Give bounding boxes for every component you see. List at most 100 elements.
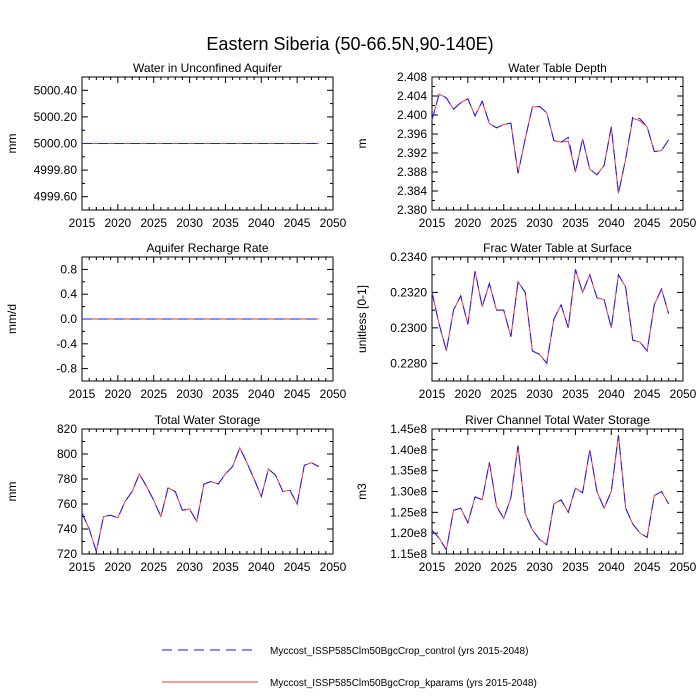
x-tick-label: 2035 [212,560,239,574]
legend-label: Myccost_ISSP585Clm50BgcCrop_control (yrs… [270,646,528,657]
x-tick-label: 2020 [105,560,132,574]
x-tick-label: 2025 [490,560,517,574]
x-tick-label: 2025 [490,216,517,230]
x-tick-label: 2020 [105,387,132,401]
y-tick-label: 5000.40 [34,83,78,97]
legend-entry-control: Myccost_ISSP585Clm50BgcCrop_control (yrs… [162,646,528,657]
y-tick-label: 5000.00 [34,137,78,151]
x-tick-label: 2045 [634,387,661,401]
y-tick-label: 0.8 [60,262,77,276]
x-tick-label: 2050 [670,216,697,230]
y-tick-label: 4999.80 [34,163,78,177]
panels: Water in Unconfined Aquifer mm 2015 2020 202… [5,61,697,574]
x-tick-label: 2020 [105,216,132,230]
y-tick-label: 2.396 [397,127,427,141]
y-tick-label: 2.392 [397,146,427,160]
x-tick-label: 2020 [455,216,482,230]
x-tick-label: 2045 [634,560,661,574]
y-tick-label: 1.40e8 [390,443,427,457]
y-tick-label: 2.388 [397,165,427,179]
x-tick-label: 2020 [455,560,482,574]
y-tick-label: 780 [57,472,77,486]
y-tick-label: 1.20e8 [390,526,427,540]
x-tick-label: 2030 [176,387,203,401]
x-tick-label: 2030 [526,216,553,230]
panel-4: Frac Water Table at Surface unitless [0-1… [355,241,697,401]
panel-3: Aquifer Recharge Rate mm/d 2015 2020 2025 203… [5,241,347,401]
series-line-kparams [431,435,670,552]
x-tick-label: 2045 [284,216,311,230]
panel-5: Total Water Storage mm 2015 2020 2025 2030 203… [5,413,347,574]
panel-title: Water Table Depth [508,61,607,75]
y-tick-label: 0.4 [60,287,77,301]
y-tick-label: 2.380 [397,203,427,217]
x-tick-label: 2035 [562,560,589,574]
y-tick-label: 1.30e8 [390,485,427,499]
x-tick-label: 2040 [598,560,625,574]
panel-title: Total Water Storage [155,413,261,427]
y-axis-label: mm/d [5,304,19,334]
series-line-kparams [81,446,319,554]
y-tick-label: 1.45e8 [390,422,427,436]
x-tick-label: 2015 [419,387,446,401]
y-tick-label: 0.0 [60,312,77,326]
plot-frame [431,256,684,382]
x-tick-label: 2015 [69,216,96,230]
x-tick-label: 2040 [248,387,275,401]
y-tick-label: -0.8 [56,362,77,376]
x-tick-label: 2040 [248,216,275,230]
x-tick-label: 2050 [670,387,697,401]
y-axis-label: m [355,139,369,149]
y-tick-label: 2.384 [397,184,427,198]
x-tick-label: 2015 [419,560,446,574]
y-tick-label: 0.2320 [390,285,427,299]
panel-title: Aquifer Recharge Rate [146,241,268,255]
panel-title: Frac Water Table at Surface [483,241,632,255]
plot-frame [431,76,684,211]
x-tick-label: 2035 [562,216,589,230]
x-tick-label: 2020 [455,387,482,401]
x-tick-label: 2050 [670,560,697,574]
y-tick-label: 740 [57,522,77,536]
x-tick-label: 2050 [320,387,347,401]
panel-title: River Channel Total Water Storage [465,413,650,427]
x-tick-label: 2030 [526,560,553,574]
x-tick-label: 2025 [140,560,167,574]
y-tick-label: 2.408 [397,70,427,84]
x-tick-label: 2015 [69,560,96,574]
y-tick-label: 0.2280 [390,356,427,370]
x-tick-label: 2040 [598,387,625,401]
x-tick-label: 2025 [140,387,167,401]
panel-1: Water in Unconfined Aquifer mm 2015 2020 202… [5,61,347,230]
y-axis-label: mm [5,134,19,154]
series-line-control [431,269,670,365]
panel-title: Water in Unconfined Aquifer [133,61,282,75]
x-tick-label: 2025 [140,216,167,230]
x-tick-label: 2015 [69,387,96,401]
legend-label: Myccost_ISSP585Clm50BgcCrop_kparams (yrs… [270,678,537,689]
legend: Myccost_ISSP585Clm50BgcCrop_control (yrs… [162,646,537,689]
y-tick-label: 760 [57,497,77,511]
x-tick-label: 2035 [562,387,589,401]
x-tick-label: 2040 [248,560,275,574]
y-tick-label: 1.35e8 [390,464,427,478]
figure-title: Eastern Siberia (50-66.5N,90-140E) [206,34,493,54]
x-tick-label: 2045 [284,560,311,574]
y-axis-label: mm [5,482,19,502]
y-tick-label: 0.2340 [390,250,427,264]
x-tick-label: 2040 [598,216,625,230]
x-tick-label: 2030 [176,560,203,574]
x-tick-label: 2025 [490,387,517,401]
series-line-kparams [431,269,670,365]
y-tick-label: -0.4 [56,337,77,351]
series-line-control [431,93,670,194]
plot-frame [431,428,684,555]
x-tick-label: 2035 [212,216,239,230]
y-tick-label: 2.404 [397,89,427,103]
plot-frame [81,428,334,555]
series-line-control [81,446,319,554]
panel-6: River Channel Total Water Storage m3 2015 2… [355,413,697,574]
x-tick-label: 2015 [419,216,446,230]
x-tick-label: 2030 [176,216,203,230]
